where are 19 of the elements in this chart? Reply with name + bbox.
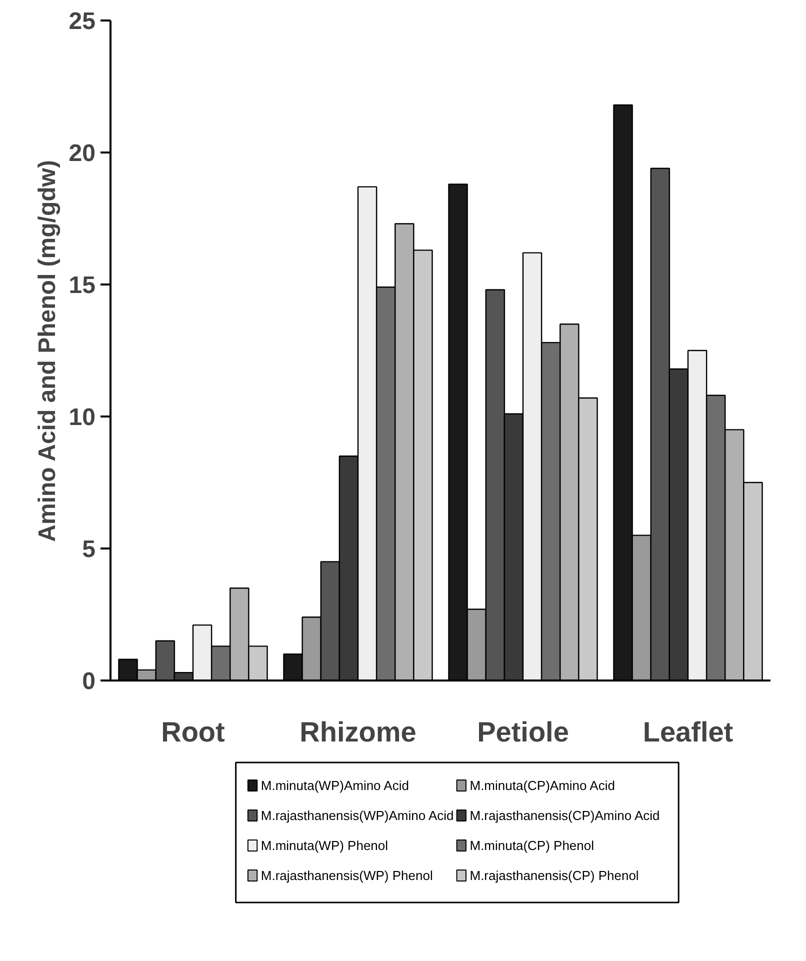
x-tick-label: Leaflet bbox=[642, 716, 734, 748]
legend-label: M.rajasthanensis(WP)Amino Acid bbox=[260, 808, 454, 823]
legend-label: M.minuta(CP) Phenol bbox=[470, 838, 594, 853]
x-tick-label: Petiole bbox=[477, 716, 569, 748]
y-tick-label: 5 bbox=[82, 536, 96, 563]
x-tick-label: Rhizome bbox=[300, 716, 416, 748]
y-tick-label: 20 bbox=[68, 140, 96, 167]
legend-label: M.rajasthanensis(WP) Phenol bbox=[260, 868, 433, 883]
legend-label: M.rajasthanensis(CP) Phenol bbox=[470, 868, 639, 883]
y-tick-label: 15 bbox=[68, 272, 96, 299]
y-tick-label: 0 bbox=[82, 668, 96, 695]
y-tick-label: 25 bbox=[68, 8, 96, 35]
y-axis-title: Amino Acid and Phenol (mg/gdw) bbox=[34, 160, 61, 542]
y-tick-label: 10 bbox=[68, 404, 96, 431]
legend-label: M.minuta(WP)Amino Acid bbox=[260, 778, 409, 793]
legend-label: M.rajasthanensis(CP)Amino Acid bbox=[470, 808, 660, 823]
legend-label: M.minuta(WP) Phenol bbox=[260, 838, 388, 853]
legend-label: M.minuta(CP)Amino Acid bbox=[470, 778, 615, 793]
x-tick-label: Root bbox=[161, 716, 225, 748]
